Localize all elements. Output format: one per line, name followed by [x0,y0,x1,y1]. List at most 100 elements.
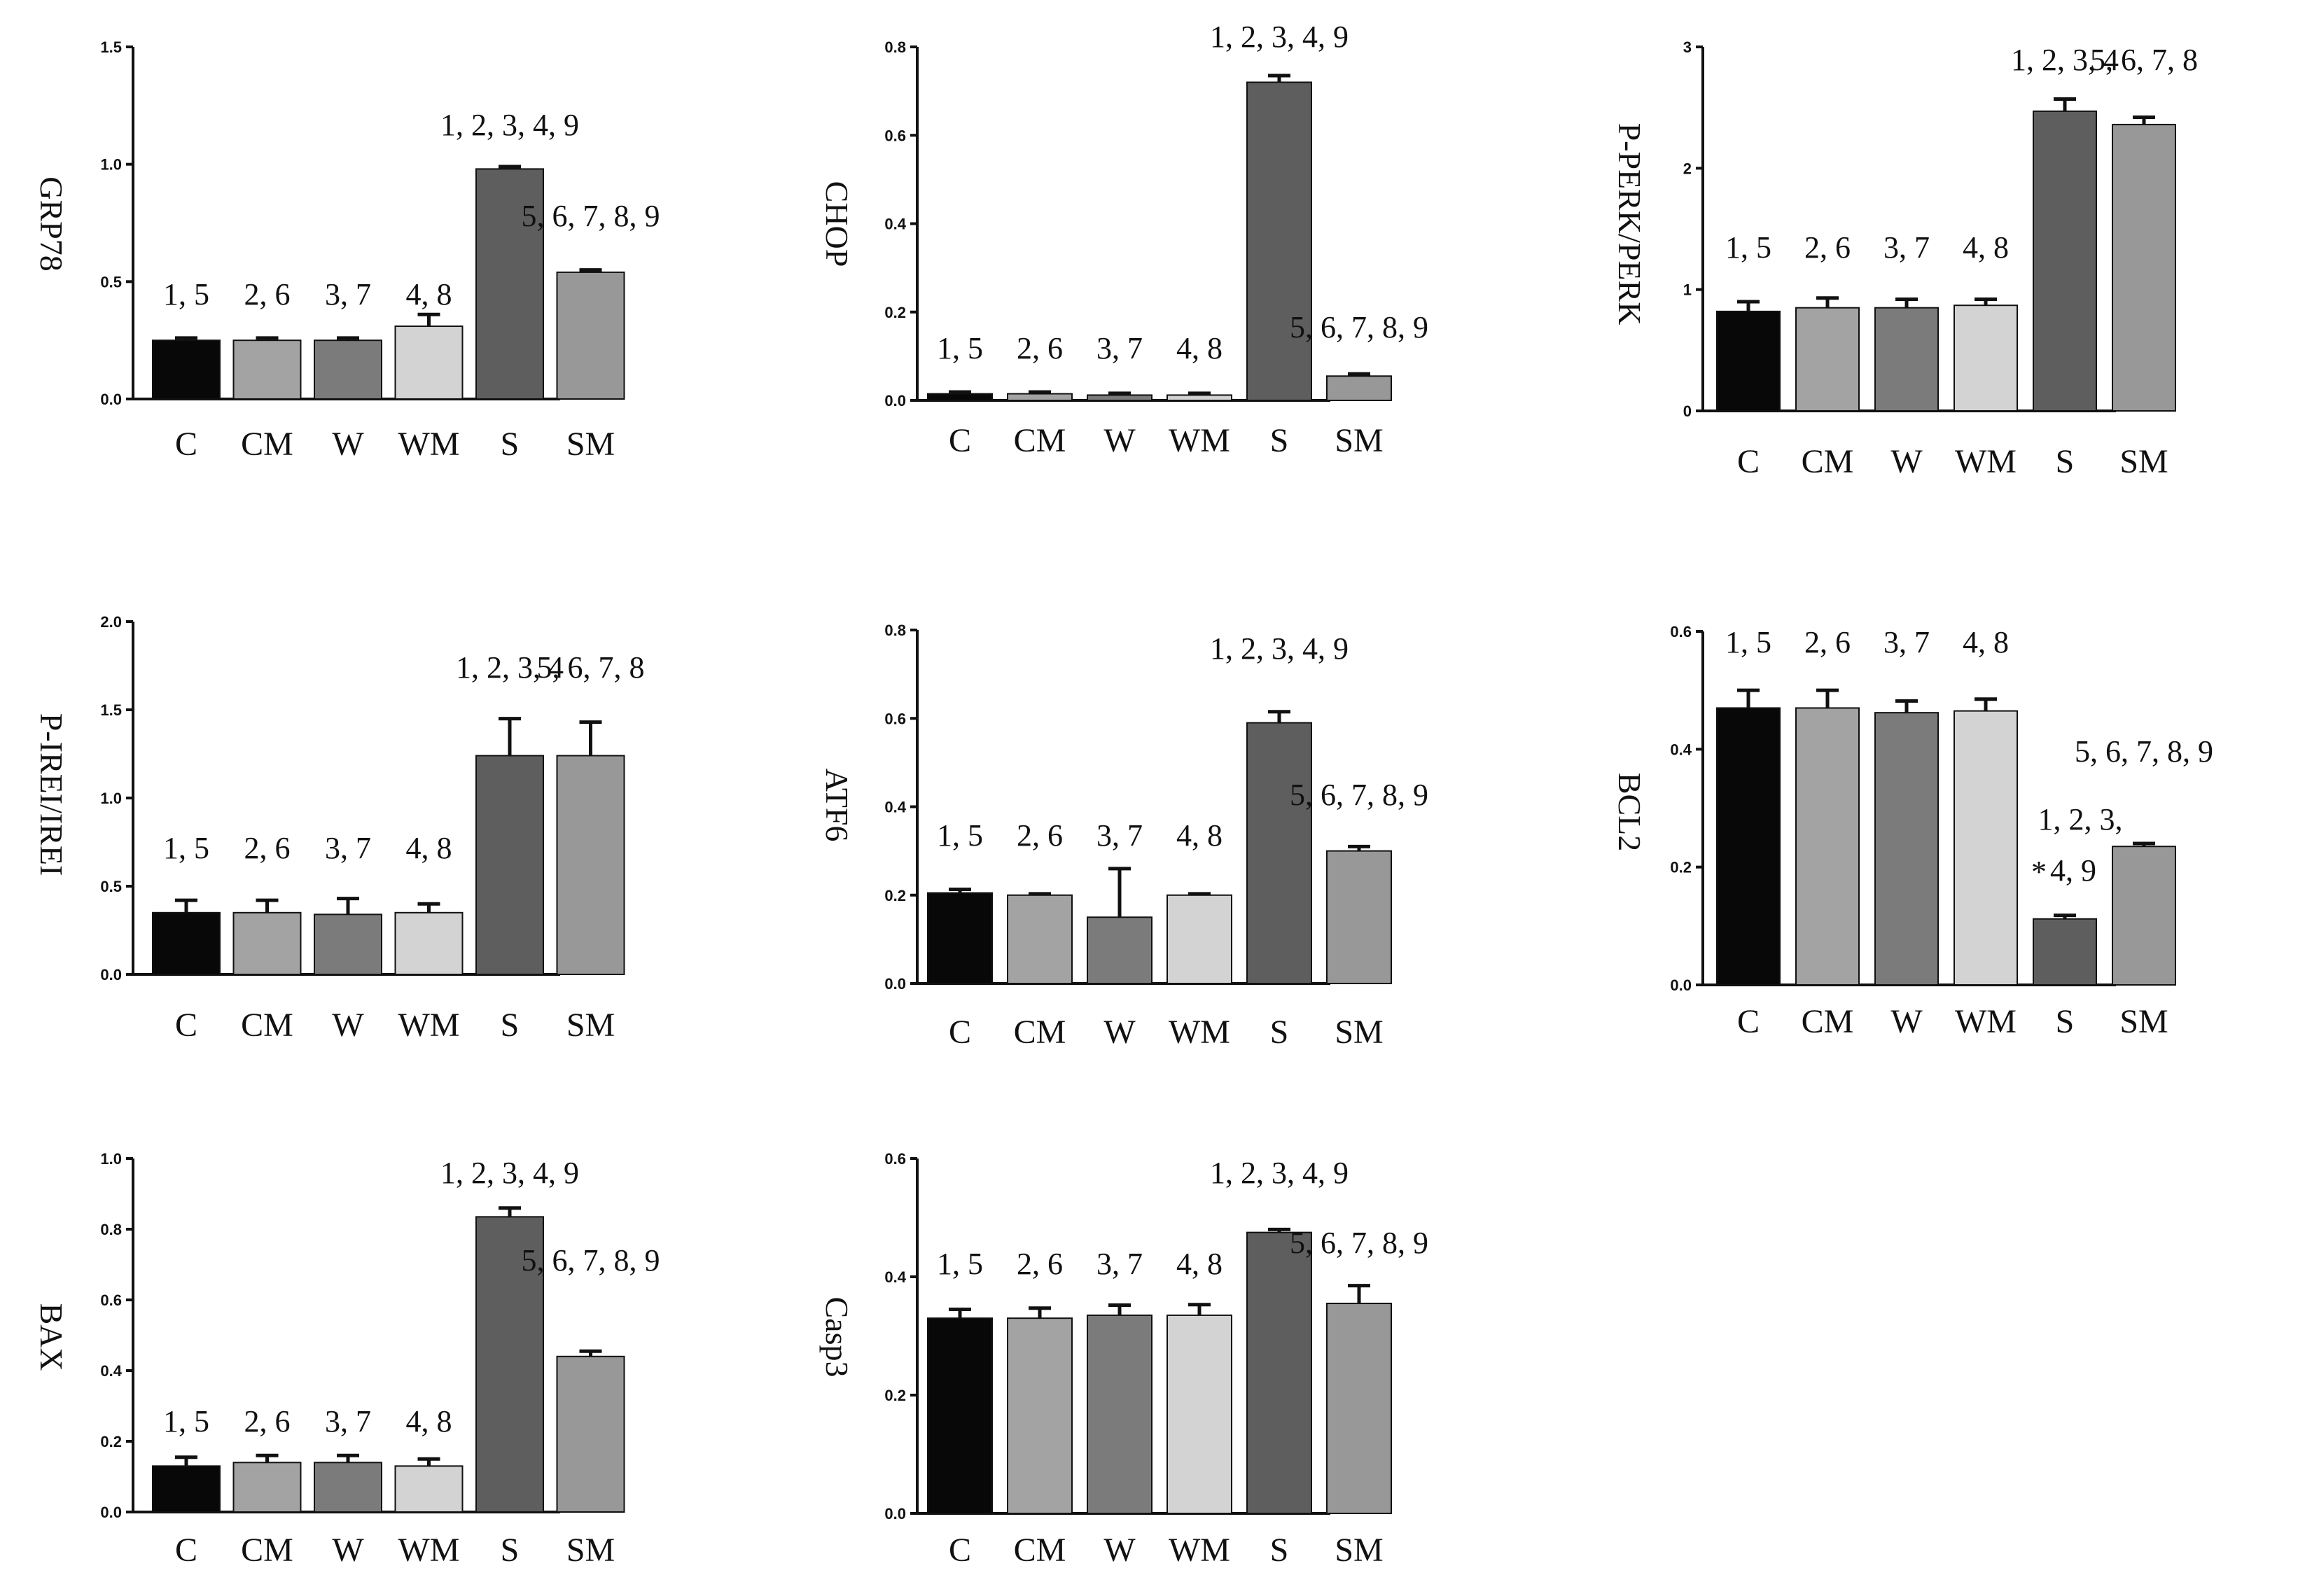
bar-wm [1167,394,1232,401]
error-bar [1029,1306,1051,1319]
category-label: C [1737,443,1760,480]
y-tick-label: 0.4 [884,799,906,816]
error-bar [337,897,359,915]
significance-label: 1, 2, 3, 4, 9 [440,1156,579,1190]
y-tick-label: 0.0 [100,1504,122,1521]
significance-label: 2, 6 [244,277,291,312]
significance-label: 4, 9 [2050,853,2096,888]
category-label: W [1103,1014,1136,1051]
chart-panel-casp3: 0.0 0.2 0.4 0.6 Casp3 C 1, 5 CM 2, 6 W 3, 7 WM 4, 8 S… [819,1150,1428,1569]
bar-w [314,340,382,400]
significance-label: 2, 6 [1017,331,1063,365]
significance-label: 3, 7 [325,277,371,312]
bar-s [475,168,544,400]
bar-w [314,1462,382,1513]
bar-cm [1007,1317,1073,1515]
y-tick-label: 1.5 [100,701,122,719]
category-label: C [949,1014,971,1051]
significance-label: 4, 8 [406,1404,452,1438]
error-bar [1895,298,1918,308]
significance-label: 2, 6 [1804,625,1851,659]
bar-sm [2112,846,2176,986]
category-label: C [949,422,971,459]
error-bar [949,390,971,394]
significance-label: 1, 2, 3, 4, 9 [1210,1156,1349,1190]
error-bar [1108,867,1131,918]
category-label: W [332,426,364,463]
category-label: WM [398,1532,460,1569]
error-bar [1975,298,1997,306]
chart-panel-atf6: 0.0 0.2 0.4 0.6 0.8 ATF6 C 1, 5 CM 2, 6 W 3, 7 WM 4, … [819,622,1428,1051]
significance-label: 3, 7 [1883,625,1930,659]
chart-panel-bax: 0.0 0.2 0.4 0.6 0.8 1.0 BAX C 1, 5 CM 2, 6 W 3, 7 WM 4… [34,1150,660,1569]
error-bar [2054,913,2076,919]
error-bar [2133,115,2155,125]
y-tick-label: 0.8 [100,1221,122,1238]
bar-s [1246,1231,1312,1514]
significance-label: 3, 7 [1883,230,1930,265]
significance-label: 3, 7 [325,831,371,865]
significance-label: 1, 5 [937,331,983,365]
significance-label: 5, 6, 7, 8, 9 [522,199,660,233]
bar-s [2033,918,2097,986]
significance-label: 1, 5 [163,277,209,312]
error-bar [175,336,197,341]
category-label: WM [398,426,460,463]
bar-c [152,1465,221,1513]
y-tick-label: 0.2 [884,1387,906,1404]
category-label: S [2056,1003,2075,1040]
significance-label: 4, 8 [406,277,452,312]
category-label: SM [2119,1003,2168,1040]
error-bar [256,336,279,341]
error-bar [1108,1303,1131,1315]
category-label: WM [1169,1014,1230,1051]
significance-label: 4, 8 [1963,625,2009,659]
significance-label: 1, 2, 3, 4, 9 [1210,20,1349,54]
category-label: S [501,1532,520,1569]
significance-label: 1, 2, 3, 4 [2011,43,2119,77]
significance-label: 2, 6 [1804,230,1851,265]
error-bar [1268,710,1290,723]
bar-wm [1954,304,2018,412]
significance-label: 4, 8 [406,831,452,865]
significance-label: 4, 8 [1963,230,2009,265]
category-label: W [332,1532,364,1569]
bar-c [152,911,221,976]
significance-label: 1, 2, 3, [2038,802,2123,836]
bar-cm [232,1462,302,1513]
error-bar [417,902,440,913]
category-label: S [2056,443,2075,480]
significance-label: 1, 2, 3, 4 [456,650,564,685]
error-bar [1737,300,1760,312]
significance-label: 1, 2, 3, 4, 9 [1210,631,1349,666]
bar-sm [2112,123,2176,412]
category-label: S [1270,422,1289,459]
category-label: SM [1335,422,1383,459]
bar-c [927,393,993,401]
y-tick-label: 0.8 [884,622,906,639]
category-label: CM [241,1532,293,1569]
y-tick-label: 1 [1683,281,1692,299]
category-label: WM [1169,422,1230,459]
y-tick-label: 1.0 [100,1150,122,1168]
category-label: SM [1335,1532,1383,1569]
error-bar [256,1453,279,1463]
y-tick-label: 0.6 [884,127,906,144]
category-label: CM [241,1007,293,1044]
y-tick-label: 0.0 [884,975,906,993]
bar-s [475,1216,544,1513]
category-label: WM [1955,443,2017,480]
error-bar [579,1349,602,1357]
significance-label: 5, 6, 7, 8, 9 [1290,778,1428,812]
bar-c [1716,310,1781,412]
error-bar [579,720,602,756]
significance-label: 2, 6 [244,1404,291,1438]
bar-s [1246,722,1312,984]
bar-c [152,340,221,400]
significance-label: 2, 6 [1017,1247,1063,1281]
error-bar [1737,688,1760,708]
y-tick-label: 0 [1683,402,1692,420]
error-bar [256,898,279,913]
chart-panel-bcl2: 0.0 0.2 0.4 0.6 BCL2 C 1, 5 CM 2, 6 W 3, 7 WM 4, 8 S S… [1612,623,2213,1040]
error-bar [499,1206,521,1217]
